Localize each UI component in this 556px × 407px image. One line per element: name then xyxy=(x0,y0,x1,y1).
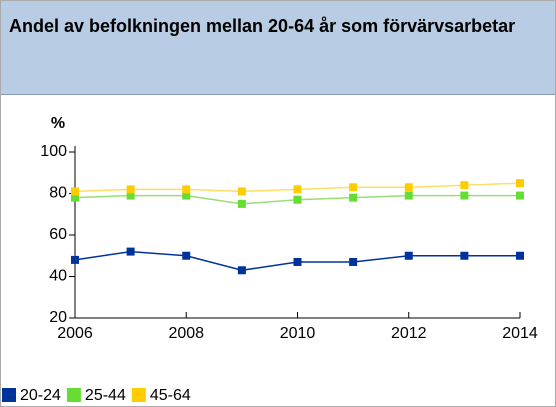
marker xyxy=(460,191,469,200)
marker xyxy=(71,187,79,196)
marker xyxy=(349,183,358,192)
legend-swatch xyxy=(66,388,81,402)
x-tick-label: 2012 xyxy=(391,325,427,342)
marker xyxy=(293,257,302,266)
x-tick-label: 2014 xyxy=(502,325,538,342)
x-tick-label: 2008 xyxy=(168,325,204,342)
marker xyxy=(237,187,246,196)
header: Andel av befolkningen mellan 20-64 år so… xyxy=(1,1,555,95)
marker xyxy=(349,193,358,202)
legend-label: 45-64 xyxy=(150,387,191,404)
marker xyxy=(71,193,79,202)
marker xyxy=(516,179,524,188)
y-tick-label: 40 xyxy=(49,268,67,285)
legend-swatch xyxy=(131,388,146,402)
marker xyxy=(182,191,191,200)
marker xyxy=(516,191,524,200)
y-label: % xyxy=(51,115,65,132)
marker xyxy=(516,251,524,260)
x-tick-label: 2010 xyxy=(280,325,316,342)
y-tick-label: 100 xyxy=(40,143,67,160)
y-tick-label: 80 xyxy=(49,185,67,202)
marker xyxy=(237,199,246,208)
marker xyxy=(293,185,302,194)
y-tick-label: 20 xyxy=(49,309,67,326)
legend-label: 20-24 xyxy=(20,387,61,404)
marker xyxy=(293,195,302,204)
legend-label: 25-44 xyxy=(85,387,126,404)
marker xyxy=(182,185,191,194)
marker xyxy=(126,247,135,256)
y-tick-label: 60 xyxy=(49,226,67,243)
marker xyxy=(460,181,469,190)
marker xyxy=(126,191,135,200)
marker xyxy=(126,185,135,194)
marker xyxy=(71,255,79,264)
marker xyxy=(349,257,358,266)
marker xyxy=(404,191,413,200)
marker xyxy=(404,251,413,260)
title: Andel av befolkningen mellan 20-64 år so… xyxy=(9,16,516,36)
marker xyxy=(182,251,191,260)
marker xyxy=(404,183,413,192)
marker xyxy=(237,266,246,275)
marker xyxy=(460,251,469,260)
x-tick-label: 2006 xyxy=(57,325,93,342)
legend-swatch xyxy=(2,388,16,402)
